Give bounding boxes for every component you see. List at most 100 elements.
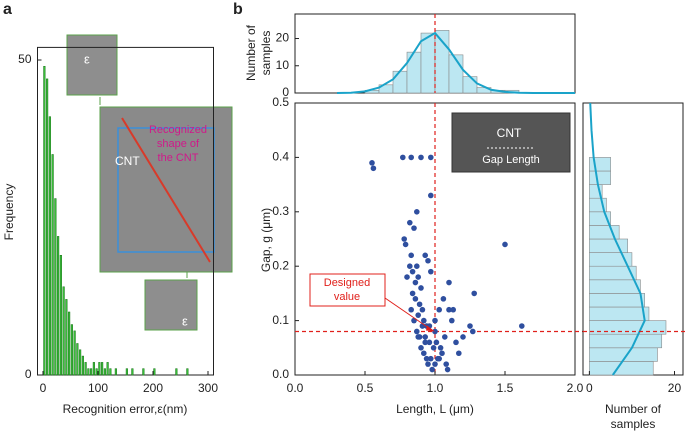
bar — [114, 368, 117, 376]
bar — [589, 333, 663, 349]
point — [408, 306, 415, 313]
shape-label: Recognized — [149, 124, 207, 136]
point — [409, 290, 416, 297]
inset-label: ε — [182, 313, 188, 328]
point — [422, 334, 429, 340]
point — [449, 317, 455, 324]
bar — [392, 70, 408, 94]
point — [436, 355, 443, 362]
bar — [589, 306, 650, 321]
panel-label: b — [233, 1, 243, 18]
point — [428, 355, 434, 362]
point — [415, 274, 422, 280]
x-tick-label: 300 — [198, 381, 218, 395]
point — [519, 323, 525, 329]
point — [407, 219, 413, 226]
inset-label: ε — [84, 51, 90, 66]
bar — [103, 368, 106, 376]
x-tick-label: 0 — [586, 381, 593, 395]
bar — [84, 362, 87, 376]
plot-frame — [37, 46, 214, 376]
point — [412, 279, 419, 286]
inset-label: CNT — [115, 154, 140, 168]
x-axis-label: Length, L (μm) — [396, 402, 474, 416]
y-axis-label: samples — [259, 31, 273, 76]
fit-curve — [336, 31, 575, 94]
point — [471, 290, 478, 297]
point — [408, 154, 415, 161]
point — [429, 366, 436, 373]
x-tick-label: 2.0 — [567, 381, 584, 395]
bar — [175, 368, 178, 376]
bar — [68, 311, 71, 376]
bar — [59, 255, 62, 376]
y-tick-label: 0.1 — [272, 313, 289, 327]
point — [414, 209, 420, 215]
y-tick-label: 20 — [276, 31, 290, 45]
y-tick-label: 0.4 — [272, 150, 289, 164]
x-tick-label: 0 — [40, 381, 47, 395]
point — [422, 252, 429, 259]
bar — [79, 349, 82, 376]
annotation-arrowhead — [426, 325, 435, 332]
y-tick-label: 0 — [282, 85, 289, 99]
point — [453, 339, 459, 346]
point — [428, 154, 434, 161]
bar — [51, 154, 54, 376]
bar — [101, 362, 104, 376]
point — [450, 306, 457, 313]
bar — [57, 236, 60, 376]
y-axis-label: Frequency — [2, 184, 16, 241]
bar — [46, 78, 49, 376]
shape-label: the CNT — [158, 152, 199, 164]
point — [414, 263, 420, 270]
x-axis-label: samples — [611, 417, 656, 431]
point — [415, 312, 422, 318]
point — [421, 350, 427, 357]
bar — [589, 320, 667, 335]
y-axis-label: Number of — [244, 24, 258, 81]
annotation: value — [334, 291, 360, 303]
bar — [73, 330, 76, 376]
x-tick-label: 0.0 — [287, 381, 304, 395]
point — [460, 334, 466, 340]
bar — [106, 362, 109, 376]
y-tick-label: 0.5 — [272, 95, 289, 109]
bar — [98, 362, 101, 376]
inset-image — [451, 112, 571, 173]
annotation-box — [309, 273, 386, 307]
point — [446, 306, 452, 313]
point — [418, 154, 424, 161]
bar — [589, 170, 611, 185]
shape-label: shape of — [157, 138, 200, 150]
point — [422, 339, 429, 346]
annotation: Designed — [324, 277, 370, 289]
bar — [589, 279, 641, 294]
x-tick-label: 0.5 — [357, 381, 374, 395]
bar — [131, 368, 134, 376]
cnt-trace — [121, 117, 211, 263]
point — [439, 350, 445, 357]
x-tick-label: 20 — [668, 381, 682, 395]
bar — [70, 324, 73, 376]
bar — [589, 238, 628, 253]
bar — [76, 343, 79, 376]
bar — [142, 368, 145, 376]
point — [470, 328, 476, 335]
bar — [589, 157, 611, 172]
point — [411, 225, 417, 231]
x-tick-label: 100 — [88, 381, 108, 395]
bar — [186, 368, 189, 376]
point — [446, 279, 452, 286]
y-tick-label: 0.2 — [272, 258, 289, 272]
y-tick-label: 50 — [18, 52, 32, 66]
point — [407, 263, 413, 270]
bar — [48, 116, 51, 376]
point — [402, 241, 409, 248]
bar — [109, 368, 112, 376]
x-tick-label: 1.5 — [497, 381, 514, 395]
point — [401, 236, 408, 242]
point — [432, 361, 438, 367]
x-axis-label: Number of — [605, 402, 662, 416]
point — [440, 296, 447, 302]
